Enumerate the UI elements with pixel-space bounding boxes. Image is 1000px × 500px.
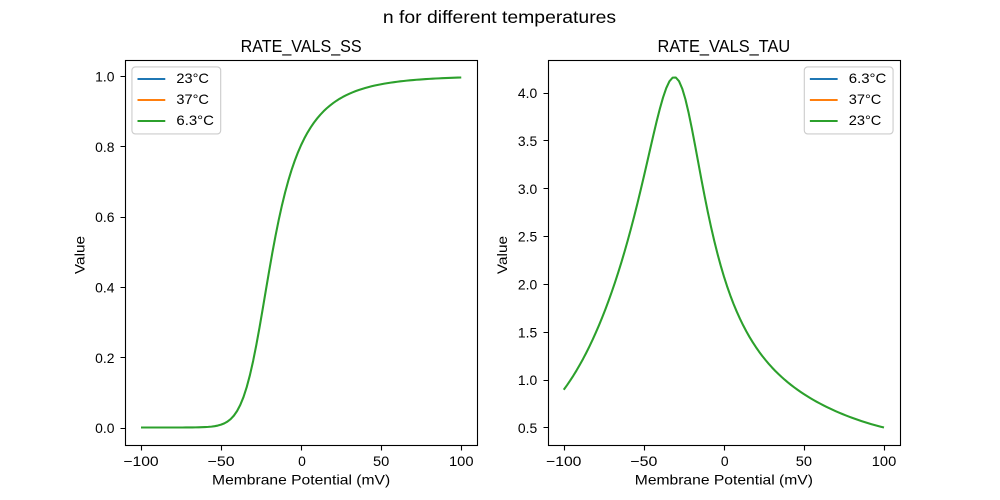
svg-text:−100: −100 [123, 453, 159, 469]
svg-text:Value: Value [494, 236, 510, 274]
svg-text:0.6: 0.6 [95, 209, 115, 225]
svg-text:0.2: 0.2 [95, 350, 115, 366]
svg-text:1.5: 1.5 [518, 324, 538, 340]
svg-text:Membrane Potential (mV): Membrane Potential (mV) [635, 472, 813, 488]
svg-text:6.3°C: 6.3°C [176, 112, 214, 128]
svg-text:23°C: 23°C [176, 70, 209, 86]
svg-text:0.5: 0.5 [518, 420, 538, 436]
svg-text:0.8: 0.8 [95, 139, 115, 155]
svg-text:1.0: 1.0 [518, 372, 538, 388]
svg-text:n for different temperatures: n for different temperatures [383, 7, 616, 27]
svg-text:23°C: 23°C [849, 112, 882, 128]
svg-text:−50: −50 [630, 453, 657, 469]
svg-text:0.4: 0.4 [95, 280, 115, 296]
svg-text:0.0: 0.0 [95, 420, 115, 436]
svg-text:−50: −50 [208, 453, 235, 469]
svg-text:Membrane Potential (mV): Membrane Potential (mV) [212, 472, 390, 488]
svg-text:3.5: 3.5 [518, 133, 538, 149]
svg-text:6.3°C: 6.3°C [849, 70, 887, 86]
svg-text:100: 100 [872, 453, 897, 469]
svg-text:0: 0 [298, 453, 306, 469]
svg-text:0: 0 [721, 453, 729, 469]
svg-text:37°C: 37°C [849, 91, 882, 107]
svg-text:2.5: 2.5 [518, 229, 538, 245]
svg-text:4.0: 4.0 [518, 85, 538, 101]
svg-text:50: 50 [796, 453, 813, 469]
svg-text:−100: −100 [546, 453, 582, 469]
svg-text:3.0: 3.0 [518, 181, 538, 197]
svg-text:37°C: 37°C [176, 91, 209, 107]
svg-text:2.0: 2.0 [518, 276, 538, 292]
svg-text:1.0: 1.0 [95, 69, 115, 85]
svg-text:50: 50 [373, 453, 390, 469]
svg-text:100: 100 [449, 453, 474, 469]
svg-text:RATE_VALS_TAU: RATE_VALS_TAU [658, 36, 791, 57]
svg-text:RATE_VALS_SS: RATE_VALS_SS [241, 36, 362, 57]
svg-text:Value: Value [71, 236, 87, 274]
